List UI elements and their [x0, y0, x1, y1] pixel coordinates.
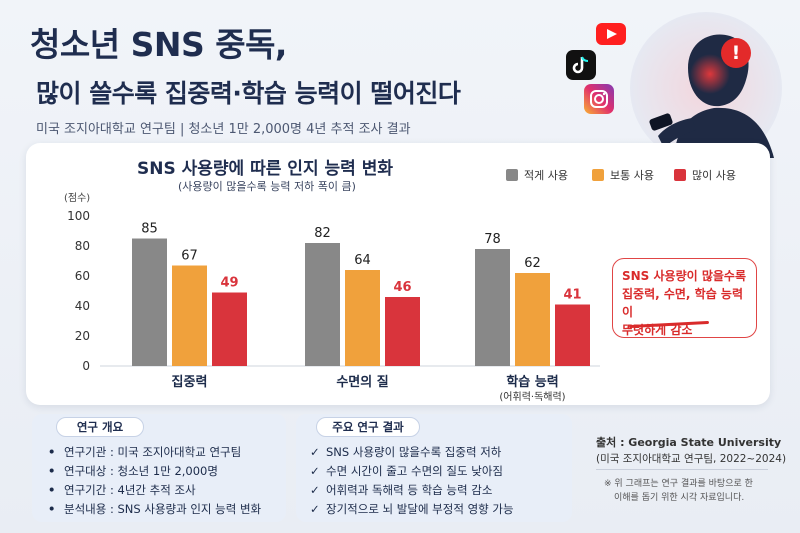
page-title: 청소년 SNS 중독,: [30, 25, 287, 64]
overview-item: • 분석내용 : SNS 사용량과 인지 능력 변화: [48, 502, 262, 516]
overview-item: • 연구기관 : 미국 조지아대학교 연구팀: [48, 445, 242, 459]
legend-item-high: 많이 사용: [674, 167, 736, 183]
finding-item: ✓ 어휘력과 독해력 등 학습 능력 감소: [310, 483, 493, 497]
study-summary-line: 미국 조지아대학교 연구팀 | 청소년 1만 2,000명 4년 추적 조사 결…: [36, 122, 411, 137]
chart-title: SNS 사용량에 따른 인지 능력 변화: [137, 159, 393, 179]
source-line: 출처 : Georgia State University: [596, 436, 782, 449]
footnote: ※ 위 그래프는 연구 결과를 바탕으로 한 이해를 돕기 위한 시각 자료입니…: [604, 479, 753, 503]
divider: [596, 469, 768, 470]
finding-item: ✓ 장기적으로 뇌 발달에 부정적 영향 가능: [310, 502, 514, 516]
finding-item: ✓ SNS 사용량이 많을수록 집중력 저하: [310, 445, 502, 459]
legend-label: 보통 사용: [610, 169, 654, 182]
youtube-icon: [596, 23, 626, 45]
chart-subtitle: (사용량이 많을수록 능력 저하 폭이 큼): [178, 180, 356, 193]
callout-box: SNS 사용량이 많을수록 집중력, 수면, 학습 능력이 뚜렷하게 감소: [612, 258, 757, 338]
tiktok-icon: [566, 50, 596, 80]
instagram-icon: [584, 84, 614, 114]
overview-tag: 연구 개요: [56, 417, 144, 437]
legend-swatch: [592, 169, 604, 181]
page-subtitle: 많이 쓸수록 집중력·학습 능력이 떨어진다: [36, 79, 461, 108]
callout-line: SNS 사용량이 많을수록: [622, 269, 747, 283]
findings-tag: 주요 연구 결과: [316, 417, 420, 437]
legend-swatch: [674, 169, 686, 181]
legend-item-mid: 보통 사용: [592, 167, 654, 183]
overview-item: • 연구기간 : 4년간 추적 조사: [48, 483, 196, 497]
callout-line: 집중력, 수면, 학습 능력이: [622, 287, 744, 319]
legend-label: 많이 사용: [692, 169, 736, 182]
source-detail: (미국 조지아대학교 연구팀, 2022~2024): [596, 453, 787, 465]
legend-label: 적게 사용: [524, 169, 568, 182]
overview-item: • 연구대상 : 청소년 1만 2,000명: [48, 464, 218, 478]
legend-swatch: [506, 169, 518, 181]
teen-phone-illustration: [630, 12, 782, 158]
legend-item-low: 적게 사용: [506, 167, 568, 183]
finding-item: ✓ 수면 시간이 줄고 수면의 질도 낮아짐: [310, 464, 503, 478]
alert-icon: !: [721, 38, 751, 68]
